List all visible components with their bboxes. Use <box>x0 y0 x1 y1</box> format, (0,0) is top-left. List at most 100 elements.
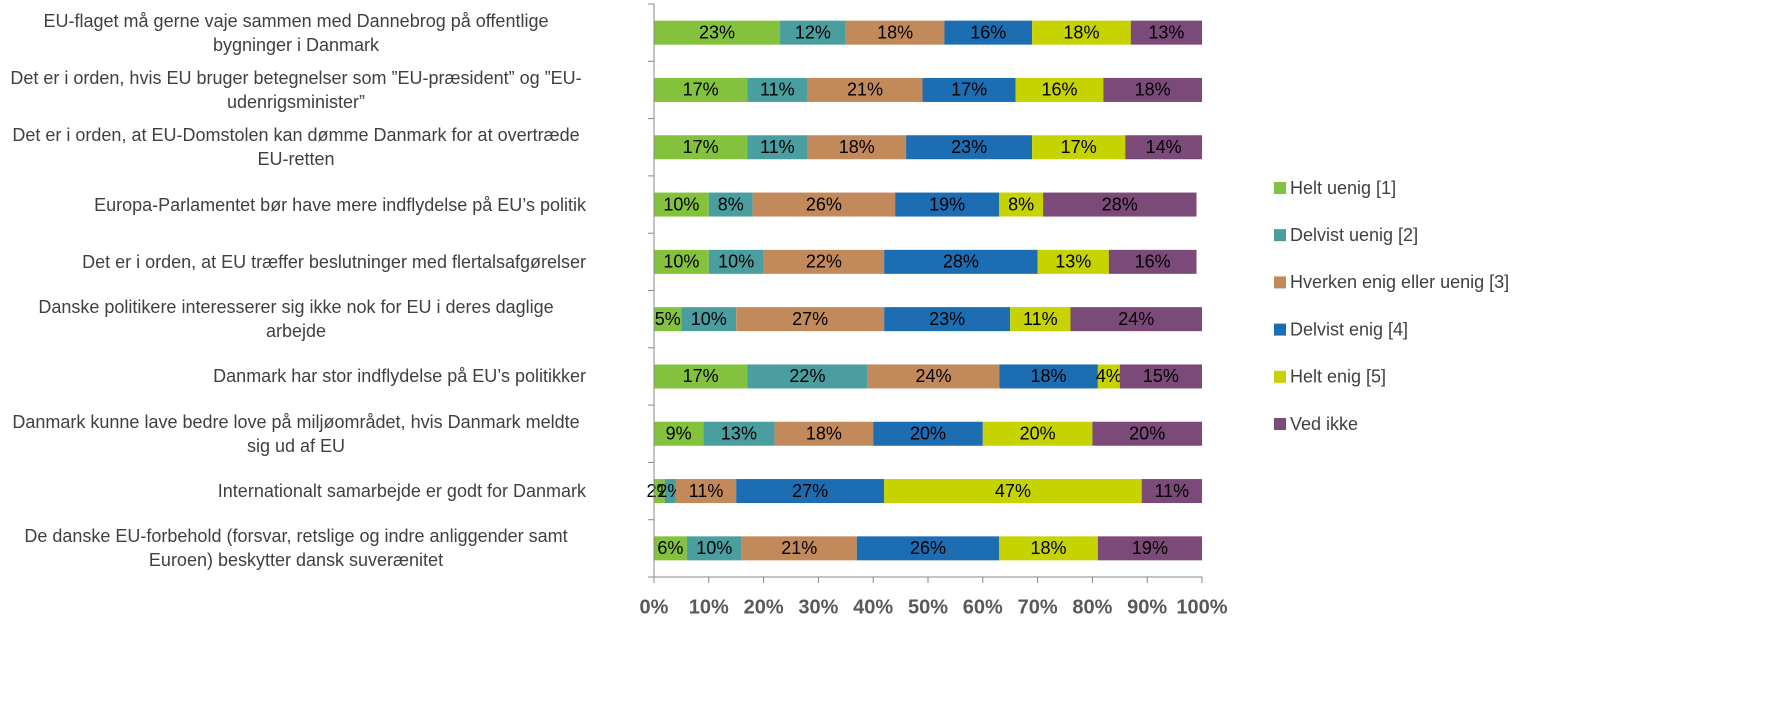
bar-segment <box>873 421 983 446</box>
data-label: 13% <box>1148 22 1184 42</box>
bar-segment <box>654 20 781 45</box>
bar-segment <box>1125 135 1202 160</box>
bar-segment <box>1141 479 1202 504</box>
data-label: 8% <box>718 194 744 214</box>
legend-label: Delvist enig [4] <box>1290 319 1408 339</box>
bar-segment <box>1032 20 1131 45</box>
category-label: De danske EU-forbehold (forsvar, retslig… <box>24 526 568 571</box>
category-label: Europa-Parlamentet bør have mere indflyd… <box>94 194 586 215</box>
x-tick-label: 0% <box>640 596 669 618</box>
data-label: 10% <box>718 252 754 272</box>
x-tick-label: 10% <box>689 596 729 618</box>
data-label: 11% <box>1023 309 1058 329</box>
bar-segment <box>1092 421 1202 446</box>
data-label: 18% <box>1135 80 1171 100</box>
bar-segment <box>1097 536 1202 561</box>
bar-segment <box>654 421 704 446</box>
bar-segment <box>867 364 1000 389</box>
bar-segment <box>747 77 808 102</box>
data-label: 21% <box>781 538 817 558</box>
bar-segment <box>675 479 737 504</box>
bar-segment <box>884 249 1038 274</box>
bar-segment <box>1037 249 1109 274</box>
bar-segment <box>1130 20 1202 45</box>
legend-label: Ved ikke <box>1290 414 1358 434</box>
x-tick-label: 40% <box>853 596 893 618</box>
bar-segment <box>884 479 1142 504</box>
legend-swatch <box>1274 276 1286 289</box>
x-tick-label: 80% <box>1072 596 1112 618</box>
data-label: 16% <box>970 22 1006 42</box>
data-label: 10% <box>663 194 699 214</box>
data-label: 28% <box>1102 194 1138 214</box>
data-label: 26% <box>806 194 842 214</box>
x-tick-label: 70% <box>1018 596 1058 618</box>
bar-segment <box>999 192 1044 217</box>
data-label: 17% <box>683 80 719 100</box>
data-label: 12% <box>795 22 831 42</box>
data-label: 11% <box>760 80 795 100</box>
data-label: 20% <box>910 424 946 444</box>
bar-segment <box>747 364 868 389</box>
data-label: 20% <box>1129 424 1165 444</box>
bar-segment <box>741 536 857 561</box>
x-tick-label: 90% <box>1127 596 1167 618</box>
data-label: 6% <box>657 538 683 558</box>
bar-segment <box>708 249 764 274</box>
bar-segment <box>884 307 1011 332</box>
category-label: Danmark kunne lave bedre love på miljøom… <box>12 411 580 456</box>
category-label: Det er i orden, at EU træffer beslutning… <box>82 251 586 272</box>
bar-segment <box>780 20 846 45</box>
data-label: 14% <box>1146 137 1182 157</box>
category-label: EU-flaget må gerne vaje sammen med Danne… <box>43 10 549 55</box>
data-label: 15% <box>1143 366 1179 386</box>
bar-segment <box>1070 307 1202 332</box>
data-label: 10% <box>691 309 727 329</box>
x-tick-label: 50% <box>908 596 948 618</box>
legend-swatch <box>1274 418 1286 430</box>
legend-label: Helt uenig [1] <box>1290 178 1396 198</box>
legend-swatch <box>1274 182 1286 194</box>
bar-segment <box>999 536 1098 561</box>
data-label: 8% <box>1008 194 1034 214</box>
data-label: 11% <box>689 481 724 501</box>
data-label: 10% <box>663 252 699 272</box>
data-label: 27% <box>792 309 828 329</box>
bar-segment <box>1010 307 1071 332</box>
legend-swatch <box>1274 323 1286 336</box>
data-label: 18% <box>1031 538 1067 558</box>
bar-segment <box>736 479 885 504</box>
data-label: 19% <box>1132 538 1168 558</box>
bar-segment <box>681 307 737 332</box>
bar-segment <box>747 135 808 160</box>
legend-label: Hverken enig eller uenig [3] <box>1290 272 1509 292</box>
bar-segment <box>1097 364 1120 389</box>
data-label: 17% <box>683 366 719 386</box>
bar-segment <box>1015 77 1104 102</box>
bar-segment <box>654 249 709 274</box>
bar-segment <box>654 307 682 332</box>
data-label: 17% <box>951 80 987 100</box>
bar-segment <box>845 20 945 45</box>
data-label: 27% <box>792 481 828 501</box>
bar-segment <box>654 536 687 561</box>
data-label: 24% <box>1118 309 1154 329</box>
bar-segment <box>922 77 1016 102</box>
bar-segment <box>654 192 709 217</box>
bar-segment <box>654 364 748 389</box>
category-label: Det er i orden, hvis EU bruger betegnels… <box>10 67 582 112</box>
bar-segment <box>807 77 923 102</box>
bar-segment <box>856 536 1000 561</box>
data-label: 24% <box>915 366 951 386</box>
bar-segment <box>1103 77 1202 102</box>
data-label: 13% <box>721 424 757 444</box>
bar-segment <box>906 135 1033 160</box>
bar-segment <box>1032 135 1126 160</box>
data-label: 4% <box>1096 366 1122 386</box>
category-label: Danmark har stor indflydelse på EU’s pol… <box>213 366 586 387</box>
x-tick-label: 30% <box>798 596 838 618</box>
x-tick-label: 100% <box>1176 596 1227 618</box>
legend-label: Helt enig [5] <box>1290 367 1386 387</box>
bar-segment <box>703 421 775 446</box>
data-label: 18% <box>1031 366 1067 386</box>
